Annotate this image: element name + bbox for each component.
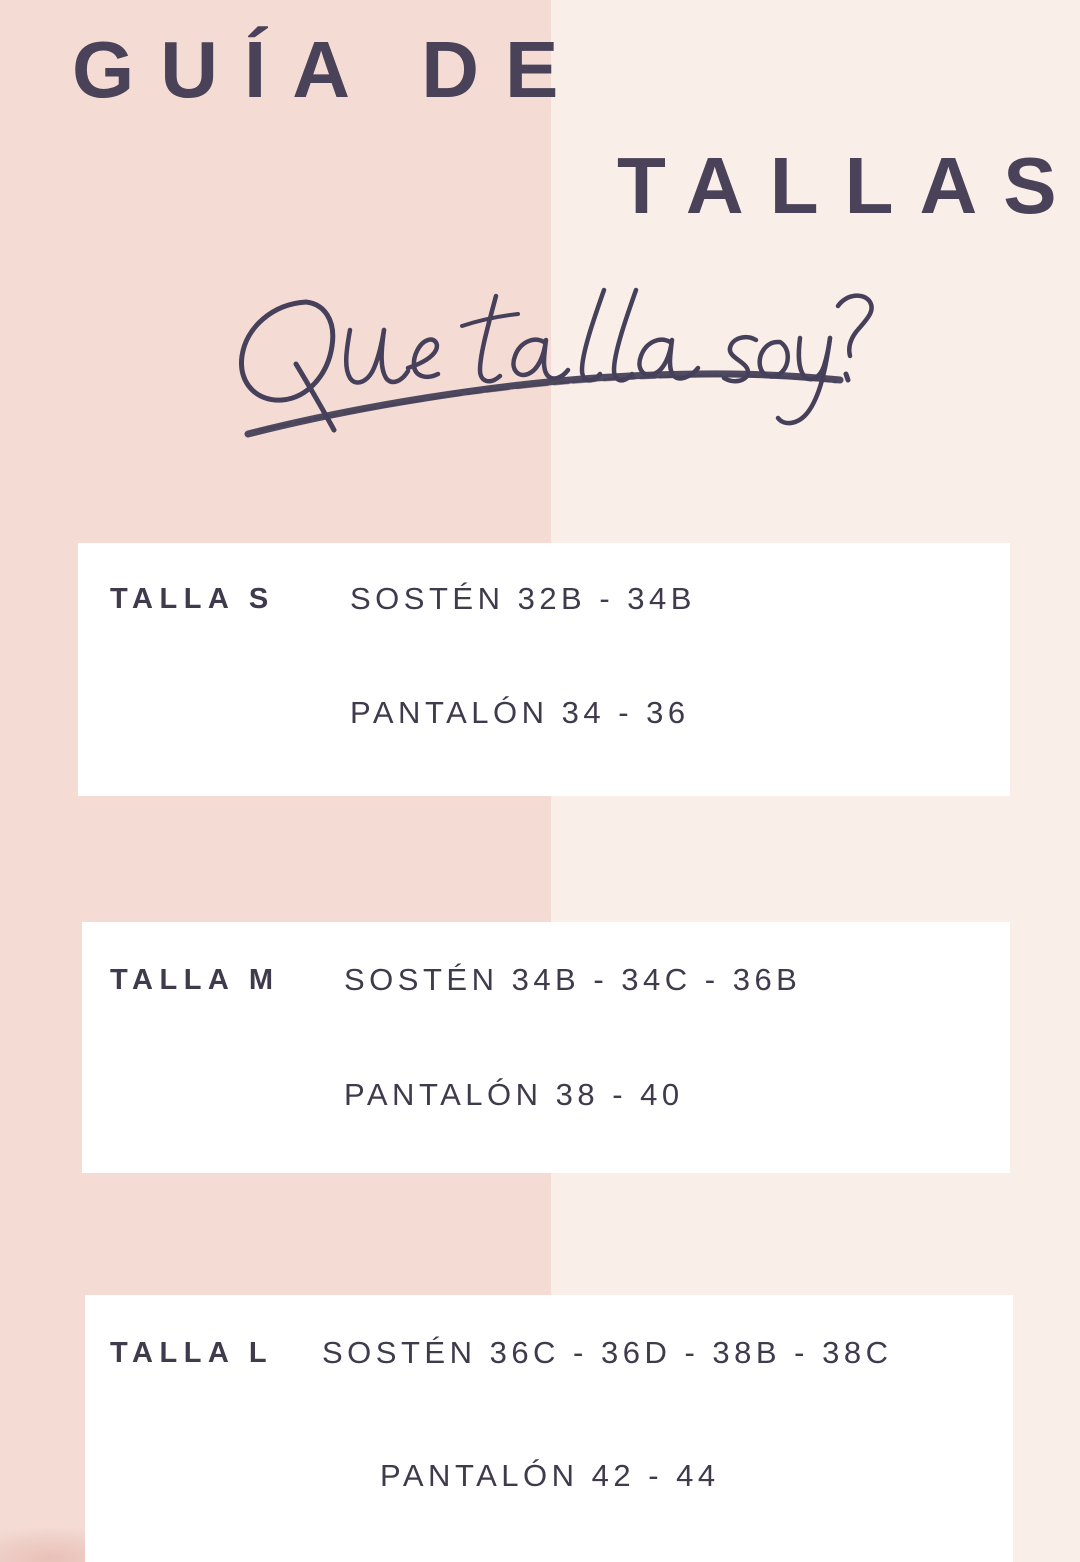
script-subtitle-group: Que talla soy?	[200, 268, 880, 448]
bra-measurement-m: SOSTÉN 34B - 34C - 36B	[344, 962, 802, 997]
size-label-m: TALLA M	[110, 964, 280, 996]
brush-underline	[244, 370, 844, 438]
size-card-s: TALLA S SOSTÉN 32B - 34B PANTALÓN 34 - 3…	[78, 543, 1010, 796]
pants-measurement-m: PANTALÓN 38 - 40	[344, 1077, 684, 1112]
bra-measurement-l: SOSTÉN 36C - 36D - 38B - 38C	[322, 1335, 893, 1370]
size-label-s: TALLA S	[110, 583, 275, 615]
page-title-line-2: TALLAS	[617, 141, 1080, 230]
page-title-line-1: GUÍA DE	[72, 25, 585, 114]
script-subtitle-svg: Que talla soy?	[239, 287, 874, 438]
pants-measurement-s: PANTALÓN 34 - 36	[350, 695, 690, 730]
size-card-l: TALLA L SOSTÉN 36C - 36D - 38B - 38C PAN…	[85, 1295, 1013, 1562]
bra-measurement-s: SOSTÉN 32B - 34B	[350, 581, 696, 616]
size-card-m: TALLA M SOSTÉN 34B - 34C - 36B PANTALÓN …	[82, 922, 1010, 1173]
pants-measurement-l: PANTALÓN 42 - 44	[380, 1458, 720, 1493]
size-label-l: TALLA L	[110, 1337, 274, 1369]
